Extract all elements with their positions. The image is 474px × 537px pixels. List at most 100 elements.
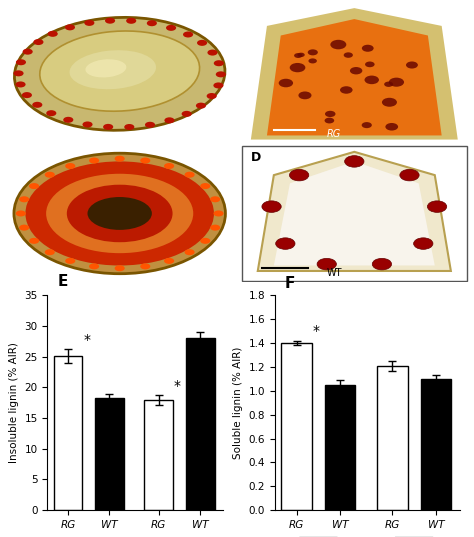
Circle shape (115, 156, 125, 162)
Circle shape (103, 124, 113, 130)
Text: *: * (174, 379, 181, 393)
Text: F: F (284, 276, 295, 291)
Y-axis label: Soluble lignin (% AIR): Soluble lignin (% AIR) (233, 346, 243, 459)
Circle shape (63, 117, 73, 123)
Circle shape (200, 183, 210, 189)
Circle shape (208, 49, 218, 56)
Text: WT: WT (327, 268, 342, 279)
Circle shape (164, 258, 174, 264)
Circle shape (29, 238, 39, 244)
Bar (145, 400, 173, 510)
Circle shape (65, 163, 75, 169)
Circle shape (126, 18, 136, 24)
Circle shape (16, 59, 26, 66)
Circle shape (330, 40, 346, 49)
Circle shape (214, 60, 224, 66)
Circle shape (184, 249, 195, 255)
Ellipse shape (40, 31, 200, 111)
Circle shape (400, 169, 419, 181)
Circle shape (19, 196, 29, 202)
Circle shape (45, 172, 55, 178)
Ellipse shape (14, 17, 225, 130)
Circle shape (184, 172, 195, 178)
Circle shape (384, 82, 393, 87)
Circle shape (317, 258, 337, 270)
Ellipse shape (85, 59, 127, 77)
Text: RG: RG (16, 124, 30, 133)
Bar (186, 338, 215, 510)
Circle shape (325, 118, 334, 124)
Bar (420, 379, 451, 510)
Circle shape (350, 67, 362, 75)
Circle shape (82, 121, 92, 127)
Text: *: * (83, 333, 90, 347)
Circle shape (145, 122, 155, 128)
Circle shape (45, 249, 55, 255)
Circle shape (16, 211, 26, 216)
Circle shape (19, 224, 29, 231)
Circle shape (23, 49, 33, 55)
Circle shape (65, 24, 75, 31)
Circle shape (196, 103, 206, 108)
Text: WT: WT (16, 263, 32, 273)
Polygon shape (274, 162, 435, 265)
Polygon shape (251, 8, 458, 140)
Text: B: B (251, 12, 260, 25)
Circle shape (213, 211, 224, 216)
Circle shape (216, 71, 226, 77)
Circle shape (32, 102, 42, 108)
Circle shape (428, 201, 447, 212)
Circle shape (309, 59, 317, 63)
Text: D: D (251, 151, 261, 164)
Circle shape (13, 70, 24, 76)
Circle shape (164, 117, 174, 124)
Circle shape (115, 265, 125, 271)
Circle shape (362, 122, 372, 128)
Bar (282, 343, 312, 510)
Circle shape (29, 183, 39, 189)
Circle shape (65, 258, 75, 264)
Circle shape (385, 123, 398, 130)
Circle shape (276, 238, 295, 249)
Circle shape (166, 25, 176, 31)
Circle shape (182, 111, 191, 117)
Ellipse shape (70, 50, 156, 89)
Ellipse shape (67, 185, 173, 242)
Circle shape (48, 31, 58, 37)
Bar (95, 398, 124, 510)
Circle shape (210, 224, 220, 231)
Circle shape (213, 82, 223, 89)
Circle shape (140, 263, 150, 270)
Circle shape (297, 53, 305, 57)
Circle shape (406, 61, 418, 69)
Circle shape (140, 157, 150, 164)
Text: E: E (58, 274, 68, 289)
Circle shape (290, 63, 305, 72)
Circle shape (372, 258, 392, 270)
Bar (54, 356, 82, 510)
Circle shape (207, 93, 217, 99)
Text: *: * (313, 324, 320, 338)
Polygon shape (258, 152, 451, 271)
Circle shape (105, 18, 115, 24)
Circle shape (164, 163, 174, 169)
Circle shape (147, 20, 157, 26)
Circle shape (362, 45, 374, 52)
Circle shape (340, 86, 353, 94)
Circle shape (210, 196, 220, 202)
Text: C: C (16, 151, 26, 164)
Circle shape (16, 82, 26, 88)
Circle shape (414, 238, 433, 249)
Circle shape (183, 32, 193, 38)
Bar (377, 366, 408, 510)
Text: A: A (16, 12, 26, 25)
Circle shape (84, 20, 94, 26)
Text: RG: RG (327, 129, 341, 139)
Y-axis label: Insoluble lignin (% AIR): Insoluble lignin (% AIR) (9, 342, 19, 463)
Polygon shape (267, 19, 442, 135)
Circle shape (46, 110, 56, 116)
Bar (325, 385, 356, 510)
Circle shape (262, 201, 281, 212)
Circle shape (365, 62, 374, 67)
Circle shape (290, 169, 309, 181)
